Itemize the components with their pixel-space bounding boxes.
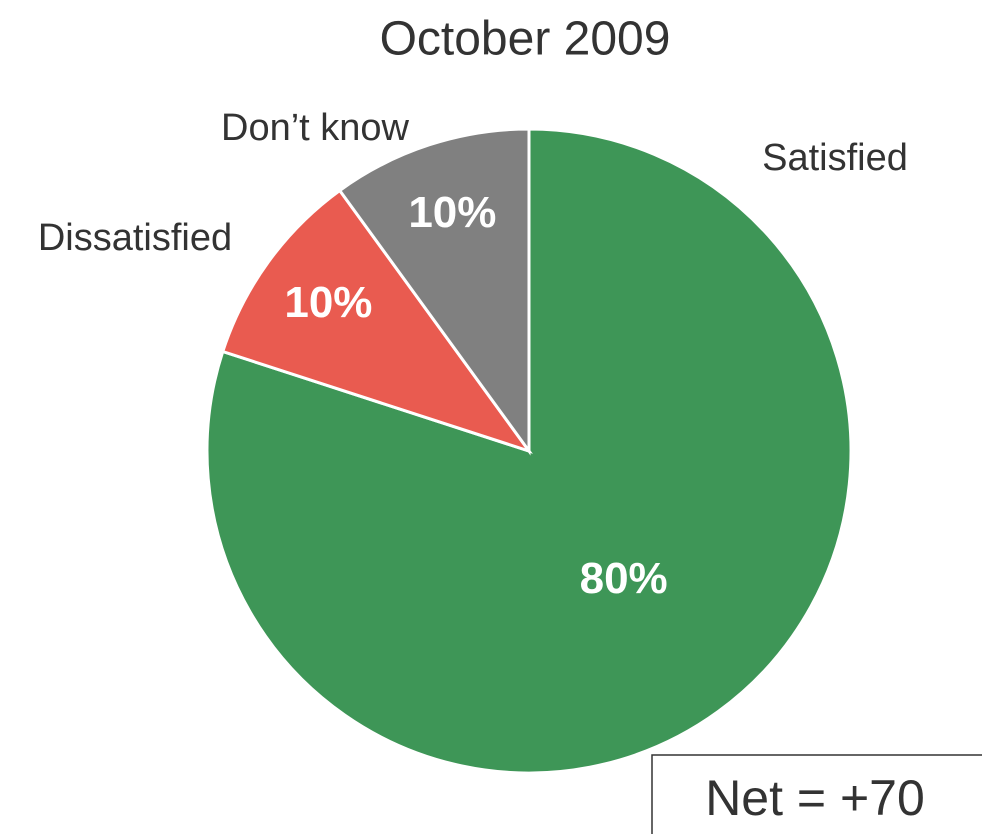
- pie-slice: [220, 188, 533, 454]
- pie-slice: [337, 127, 531, 456]
- annotation: Net = +70: [705, 770, 925, 826]
- category-label: Don’t know: [221, 107, 410, 149]
- pie: [205, 127, 853, 775]
- category-label: Dissatisfied: [38, 217, 232, 259]
- category-label: Satisfied: [762, 137, 908, 179]
- data-label: 10%: [408, 188, 496, 237]
- data-label: 80%: [580, 554, 668, 603]
- annotation-box: [651, 754, 982, 834]
- chart-title: October 2009: [380, 13, 671, 66]
- data-label: 10%: [284, 278, 372, 327]
